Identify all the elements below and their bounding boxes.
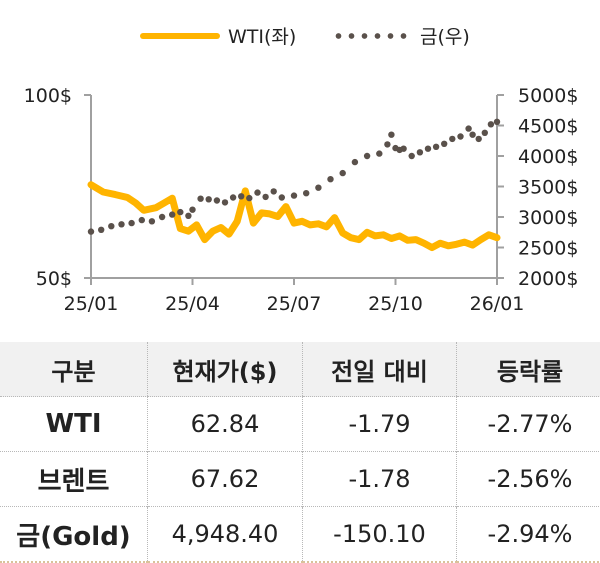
gold-data-point [327,176,333,182]
gold-data-point [352,159,358,165]
gold-data-point [230,194,236,200]
gold-data-point [494,119,500,125]
gold-data-point [433,144,439,150]
gold-data-point [400,146,406,152]
gold-data-point [388,132,394,138]
chart-axes [84,95,504,285]
header-current-price: 현재가($) [148,342,303,397]
gold-data-point [376,150,382,156]
solid-line-icon [140,33,220,39]
gold-data-point [128,220,134,226]
row-change: -1.79 [303,397,457,452]
table-header-row: 구분 현재가($) 전일 대비 등락률 [0,342,600,397]
gold-data-point [262,194,268,200]
row-price: 62.84 [148,397,303,452]
gold-data-point [206,196,212,202]
row-rate: -2.56% [457,452,600,507]
gold-data-point [303,190,309,196]
x-axis-tick-label: 25/01 [64,293,119,315]
header-daily-change: 전일 대비 [303,342,457,397]
chart-legend: WTI(좌) 금(우) [0,22,600,52]
table-row: 금(Gold) 4,948.40 -150.10 -2.94% [0,507,600,563]
gold-data-point [177,209,183,215]
gold-data-point [291,192,297,198]
gold-data-point [279,194,285,200]
right-axis-tick-label: 2500$ [518,238,578,260]
gold-data-point [482,130,488,136]
gold-data-point [149,218,155,224]
gold-data-point [425,146,431,152]
gold-data-point [469,132,475,138]
right-axis-tick-label: 5000$ [518,85,578,107]
gold-data-point [449,136,455,142]
gold-data-point [417,149,423,155]
row-rate: -2.94% [457,507,600,563]
table-row: 브렌트 67.62 -1.78 -2.56% [0,452,600,507]
gold-data-point [409,153,415,159]
left-axis-tick-max: 100$ [24,85,72,107]
x-axis-tick-label: 25/04 [165,293,220,315]
gold-data-point [189,207,195,213]
row-name: WTI [0,397,148,452]
gold-data-point [246,195,252,201]
header-change-rate: 등락률 [457,342,600,397]
legend-label-gold: 금(우) [420,22,470,49]
row-change: -1.78 [303,452,457,507]
gold-data-point [185,213,191,219]
row-name: 금(Gold) [0,507,148,563]
gold-data-point [384,141,390,147]
gold-data-point [457,133,463,139]
gold-data-point [488,121,494,127]
gold-data-point [98,227,104,233]
gold-data-point [197,196,203,202]
gold-data-point [254,189,260,195]
gold-data-point [139,217,145,223]
left-axis-tick-min: 50$ [36,268,72,290]
gold-data-point [465,125,471,131]
gold-data-point [214,197,220,203]
row-price: 4,948.40 [148,507,303,563]
x-axis-tick-label: 25/10 [368,293,423,315]
right-axis-tick-label: 4000$ [518,146,578,168]
x-axis-tick-label: 26/01 [470,293,525,315]
gold-data-point [118,221,124,227]
gold-data-point [169,211,175,217]
legend-item-gold: 금(우) [332,22,470,49]
x-axis-labels: 25/01 25/04 25/07 25/10 26/01 [64,293,525,315]
legend-item-wti: WTI(좌) [140,22,296,49]
header-category: 구분 [0,342,148,397]
gold-data-point [476,136,482,142]
gold-data-point [364,153,370,159]
gold-data-point [88,228,94,234]
right-axis-labels: 5000$ 4500$ 4000$ 3500$ 3000$ 2500$ 2000$ [518,85,578,290]
row-name: 브렌트 [0,452,148,507]
row-rate: -2.77% [457,397,600,452]
price-chart: 100$ 50$ 5000$ 4500$ 4000$ 3500$ 3000$ 2500$ 2… [0,60,600,330]
gold-data-point [159,214,165,220]
gold-data-point [222,199,228,205]
gold-data-point [238,193,244,199]
x-axis-tick-label: 25/07 [267,293,322,315]
gold-data-point [315,185,321,191]
gold-data-point [340,170,346,176]
legend-label-wti: WTI(좌) [228,22,296,49]
gold-data-point [271,188,277,194]
price-table: 구분 현재가($) 전일 대비 등락률 WTI 62.84 -1.79 -2.7… [0,342,600,563]
row-change: -150.10 [303,507,457,563]
gold-data-point [441,141,447,147]
right-axis-tick-label: 3500$ [518,177,578,199]
table-row: WTI 62.84 -1.79 -2.77% [0,397,600,452]
row-price: 67.62 [148,452,303,507]
right-axis-tick-label: 3000$ [518,207,578,229]
right-axis-tick-label: 2000$ [518,268,578,290]
right-axis-tick-label: 4500$ [518,116,578,138]
dotted-line-icon [332,33,410,39]
gold-data-point [108,223,114,229]
